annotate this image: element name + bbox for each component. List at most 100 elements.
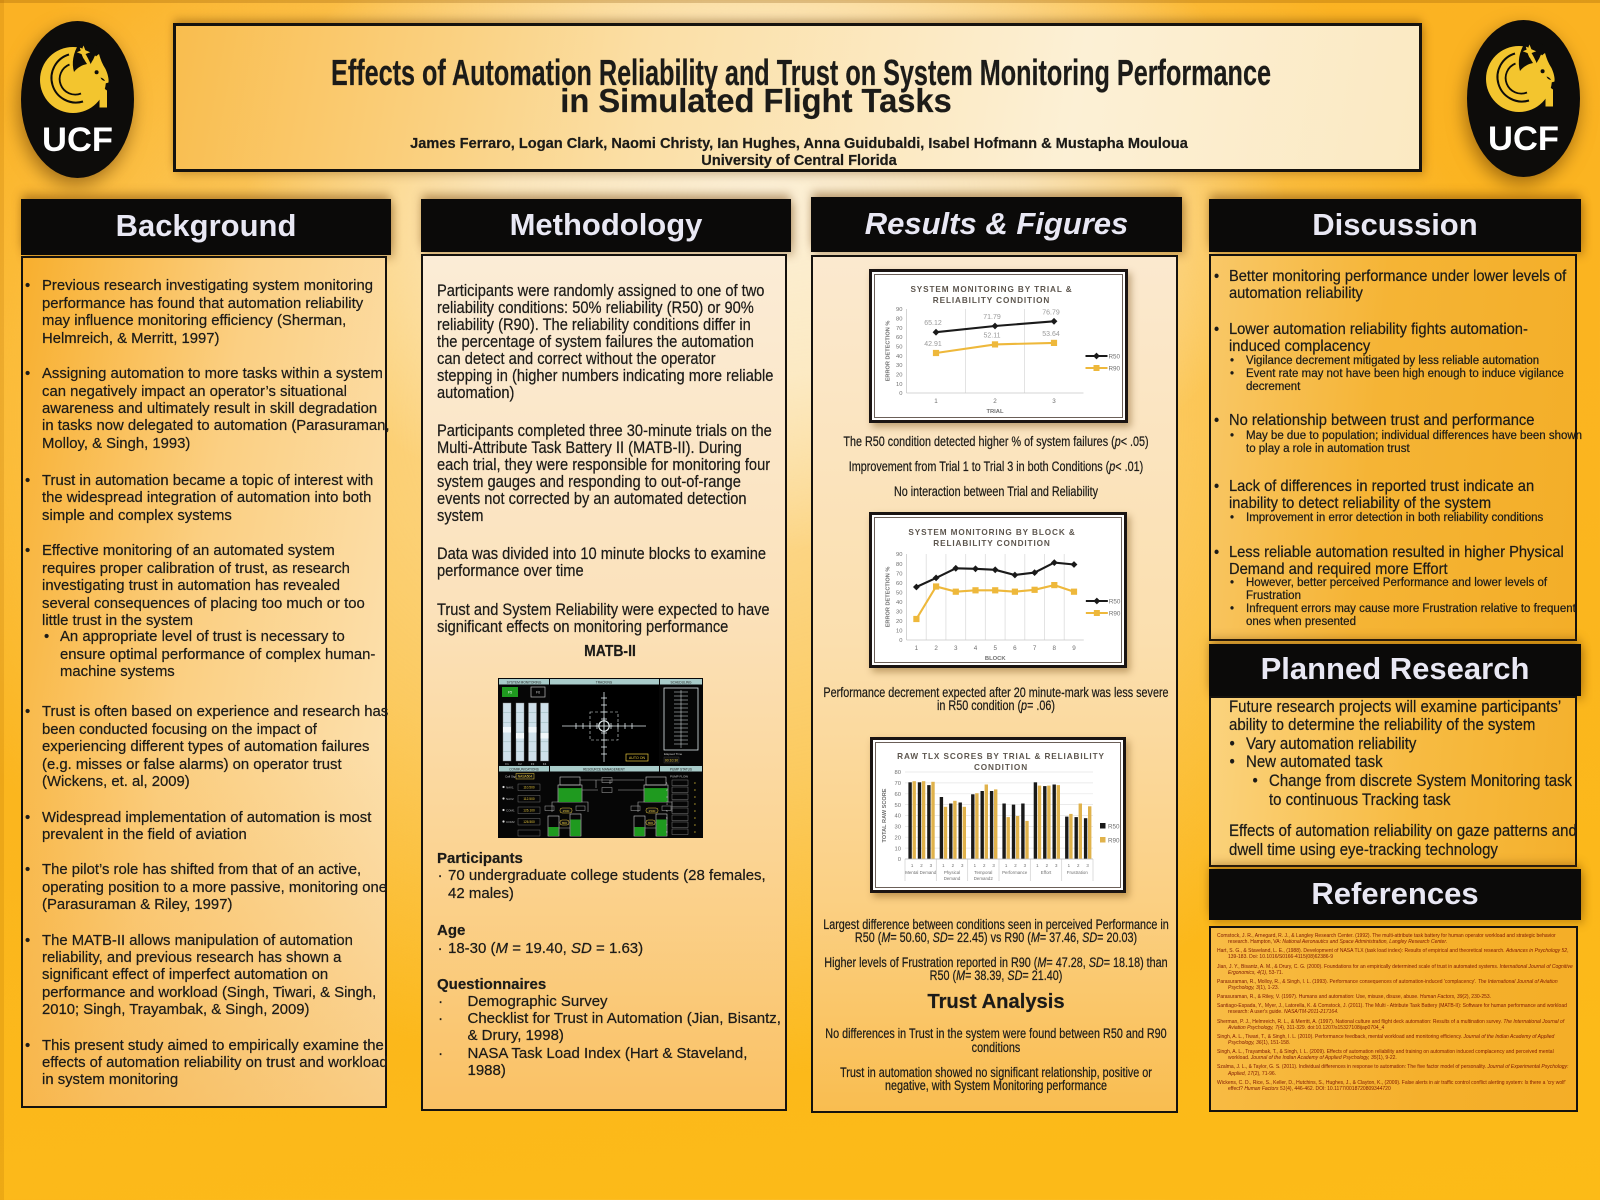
svg-text:0: 0 xyxy=(899,638,902,644)
svg-text:0: 0 xyxy=(694,809,696,813)
svg-text:R50: R50 xyxy=(1108,824,1120,831)
svg-text:0: 0 xyxy=(898,857,901,863)
svg-text:Elapsed Time: Elapsed Time xyxy=(664,752,683,756)
svg-text:6: 6 xyxy=(1013,645,1017,652)
svg-text:40: 40 xyxy=(896,600,902,606)
svg-text:80: 80 xyxy=(895,770,901,776)
svg-text:Demand2: Demand2 xyxy=(974,876,994,881)
svg-text:SYSTEM MONITORING BY BLOCK &: SYSTEM MONITORING BY BLOCK & xyxy=(908,528,1075,537)
svg-text:112.500: 112.500 xyxy=(523,797,535,801)
svg-text:9: 9 xyxy=(1072,645,1076,652)
svg-text:2: 2 xyxy=(666,788,668,792)
svg-text:F1: F1 xyxy=(505,762,509,766)
svg-text:2: 2 xyxy=(934,645,938,652)
svg-text:F5: F5 xyxy=(508,691,512,695)
svg-text:AUTO ON: AUTO ON xyxy=(629,756,646,760)
svg-text:10: 10 xyxy=(896,382,902,388)
svg-text:PUMP FLOW: PUMP FLOW xyxy=(670,775,688,779)
svg-text:RESOURCE MANAGEMENT: RESOURCE MANAGEMENT xyxy=(583,767,625,771)
svg-text:42.91: 42.91 xyxy=(924,341,942,348)
svg-text:Physical: Physical xyxy=(944,870,960,875)
svg-text:7: 7 xyxy=(666,823,668,827)
svg-text:50: 50 xyxy=(895,803,901,809)
svg-text:RELIABILITY CONDITION: RELIABILITY CONDITION xyxy=(933,296,1050,305)
svg-text:40: 40 xyxy=(895,814,901,820)
svg-text:20: 20 xyxy=(896,619,902,625)
svg-text:3: 3 xyxy=(1024,863,1027,868)
svg-text:70: 70 xyxy=(895,781,901,787)
svg-text:60: 60 xyxy=(896,335,902,341)
svg-text:F6: F6 xyxy=(536,691,540,695)
svg-text:0: 0 xyxy=(694,788,696,792)
svg-text:3: 3 xyxy=(961,863,964,868)
svg-text:0: 0 xyxy=(694,823,696,827)
svg-text:52.11: 52.11 xyxy=(984,332,1001,339)
svg-text:1: 1 xyxy=(1068,863,1071,868)
svg-text:NAV1: NAV1 xyxy=(506,785,514,789)
svg-text:800: 800 xyxy=(648,821,653,825)
svg-text:80: 80 xyxy=(896,317,902,323)
svg-text:8: 8 xyxy=(666,830,668,834)
svg-text:70: 70 xyxy=(896,571,902,577)
svg-text:800: 800 xyxy=(562,821,567,825)
svg-text:COMMUNICATIONS: COMMUNICATIONS xyxy=(509,767,539,771)
svg-text:1: 1 xyxy=(915,645,919,652)
svg-text:1: 1 xyxy=(1005,863,1008,868)
svg-text:60: 60 xyxy=(895,792,901,798)
svg-text:3: 3 xyxy=(1086,863,1089,868)
svg-text:00:10:30: 00:10:30 xyxy=(665,759,678,763)
svg-text:TOTAL RAW SCORE: TOTAL RAW SCORE xyxy=(882,788,888,842)
svg-text:1: 1 xyxy=(911,863,914,868)
svg-text:4: 4 xyxy=(666,802,668,806)
svg-text:Performance: Performance xyxy=(1002,870,1028,875)
svg-text:71.79: 71.79 xyxy=(983,314,1001,321)
svg-text:Mental Demand: Mental Demand xyxy=(905,870,937,875)
svg-text:110.500: 110.500 xyxy=(523,786,535,790)
svg-text:0: 0 xyxy=(694,781,696,785)
svg-text:90: 90 xyxy=(896,552,902,558)
svg-text:PUMP STATUS: PUMP STATUS xyxy=(670,767,692,771)
svg-text:TRACKING: TRACKING xyxy=(596,680,613,684)
svg-text:50: 50 xyxy=(896,345,902,351)
svg-text:1: 1 xyxy=(934,398,938,405)
svg-text:Effort: Effort xyxy=(1041,870,1052,875)
svg-text:50: 50 xyxy=(896,590,902,596)
svg-text:2: 2 xyxy=(952,863,955,868)
svg-text:Frustration: Frustration xyxy=(1067,870,1089,875)
svg-text:1: 1 xyxy=(1036,863,1039,868)
svg-text:5: 5 xyxy=(666,809,668,813)
svg-text:3: 3 xyxy=(930,863,933,868)
svg-text:ERROR DETECTION %: ERROR DETECTION % xyxy=(886,321,892,382)
svg-text:5: 5 xyxy=(993,645,997,652)
svg-text:20: 20 xyxy=(895,836,901,842)
svg-text:126.500: 126.500 xyxy=(523,820,535,824)
svg-text:0: 0 xyxy=(899,391,902,397)
svg-text:F4: F4 xyxy=(543,762,547,766)
svg-text:TRIAL: TRIAL xyxy=(986,409,1004,415)
svg-text:SYSTEM MONITORING: SYSTEM MONITORING xyxy=(507,680,542,684)
svg-text:30: 30 xyxy=(896,363,902,369)
svg-text:0: 0 xyxy=(694,816,696,820)
svg-text:0: 0 xyxy=(694,795,696,799)
svg-text:3: 3 xyxy=(1052,398,1056,405)
svg-text:R90: R90 xyxy=(1109,610,1121,617)
svg-text:2: 2 xyxy=(1077,863,1080,868)
svg-text:R90: R90 xyxy=(1109,365,1121,372)
svg-text:65.12: 65.12 xyxy=(924,320,942,327)
svg-text:R90: R90 xyxy=(1108,838,1120,845)
svg-text:COM2: COM2 xyxy=(506,820,515,824)
svg-text:F3: F3 xyxy=(531,762,535,766)
svg-text:70: 70 xyxy=(896,326,902,332)
svg-text:2500: 2500 xyxy=(649,809,656,813)
svg-text:2: 2 xyxy=(993,398,997,405)
svg-text:3: 3 xyxy=(992,863,995,868)
svg-text:3: 3 xyxy=(954,645,958,652)
svg-text:NASA504: NASA504 xyxy=(518,775,533,779)
svg-text:40: 40 xyxy=(896,354,902,360)
svg-text:126.100: 126.100 xyxy=(523,809,535,813)
svg-text:4: 4 xyxy=(974,645,978,652)
svg-text:2: 2 xyxy=(920,863,923,868)
svg-text:SCHEDULING: SCHEDULING xyxy=(671,680,692,684)
svg-text:2: 2 xyxy=(983,863,986,868)
svg-text:8: 8 xyxy=(1053,645,1057,652)
